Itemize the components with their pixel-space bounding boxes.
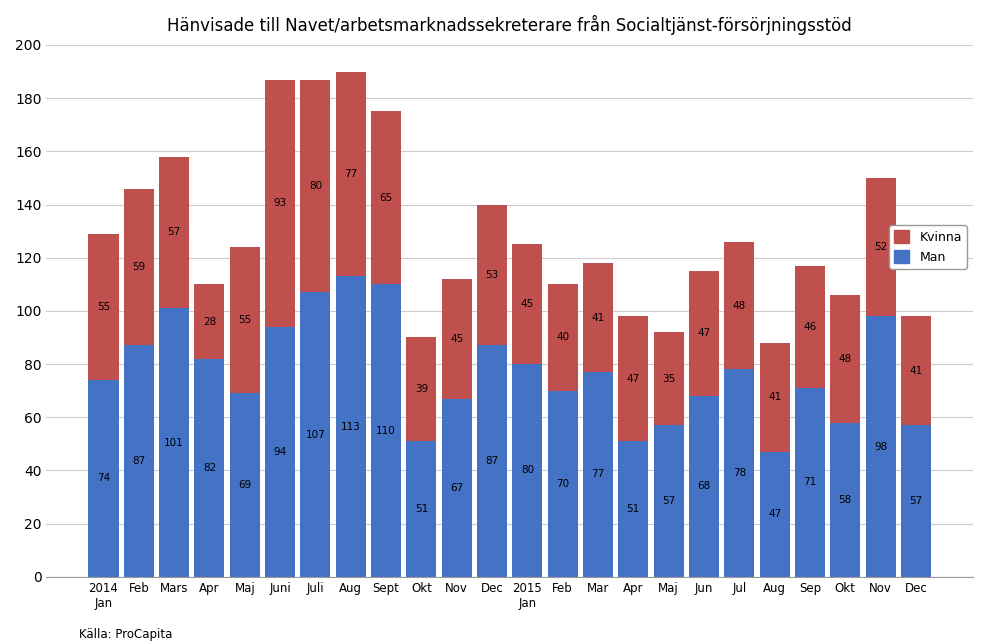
- Bar: [795, 388, 825, 577]
- Bar: [865, 316, 895, 577]
- Text: 47: 47: [626, 374, 640, 384]
- Bar: [830, 422, 861, 577]
- Bar: [760, 343, 789, 452]
- Text: 45: 45: [521, 299, 534, 309]
- Bar: [265, 80, 295, 327]
- Text: 47: 47: [768, 509, 782, 519]
- Bar: [406, 337, 437, 441]
- Bar: [901, 316, 931, 425]
- Text: 94: 94: [274, 447, 287, 457]
- Bar: [195, 284, 224, 359]
- Bar: [89, 380, 119, 577]
- Text: 98: 98: [874, 442, 887, 451]
- Bar: [195, 359, 224, 577]
- Text: 65: 65: [379, 193, 392, 203]
- Bar: [230, 393, 260, 577]
- Text: 57: 57: [662, 496, 675, 506]
- Bar: [724, 370, 754, 577]
- Bar: [760, 452, 789, 577]
- Text: 55: 55: [97, 302, 110, 312]
- Text: 45: 45: [451, 334, 463, 344]
- Text: 47: 47: [698, 328, 710, 339]
- Bar: [336, 71, 366, 276]
- Bar: [230, 247, 260, 393]
- Text: 58: 58: [839, 495, 852, 505]
- Text: Källa: ProCapita: Källa: ProCapita: [79, 627, 173, 641]
- Text: 48: 48: [733, 301, 746, 310]
- Bar: [159, 156, 189, 308]
- Bar: [689, 271, 719, 396]
- Bar: [513, 245, 542, 364]
- Text: 101: 101: [164, 437, 184, 448]
- Legend: Kvinna, Man: Kvinna, Man: [889, 225, 966, 269]
- Bar: [300, 292, 330, 577]
- Text: 48: 48: [839, 354, 852, 364]
- Text: 52: 52: [874, 242, 887, 252]
- Text: 28: 28: [203, 317, 216, 327]
- Bar: [795, 266, 825, 388]
- Text: 82: 82: [203, 463, 216, 473]
- Text: 57: 57: [168, 227, 181, 238]
- Text: 110: 110: [376, 426, 396, 435]
- Bar: [547, 391, 578, 577]
- Bar: [371, 111, 401, 284]
- Text: 113: 113: [341, 422, 361, 431]
- Bar: [477, 345, 507, 577]
- Text: 41: 41: [592, 312, 605, 323]
- Bar: [513, 364, 542, 577]
- Bar: [406, 441, 437, 577]
- Text: 80: 80: [521, 466, 534, 475]
- Text: 77: 77: [592, 469, 605, 479]
- Bar: [865, 178, 895, 316]
- Text: 35: 35: [662, 374, 675, 384]
- Bar: [830, 295, 861, 422]
- Text: 78: 78: [733, 468, 746, 478]
- Text: 59: 59: [132, 262, 145, 272]
- Bar: [583, 263, 613, 372]
- Text: 80: 80: [309, 181, 322, 191]
- Text: 51: 51: [626, 504, 640, 514]
- Bar: [442, 399, 471, 577]
- Bar: [300, 80, 330, 292]
- Text: 87: 87: [132, 456, 145, 466]
- Bar: [89, 234, 119, 380]
- Text: 46: 46: [803, 322, 816, 332]
- Text: 70: 70: [556, 478, 569, 489]
- Title: Hänvisade till Navet/arbetsmarknadssekreterare från Socialtjänst-försörjningsstö: Hänvisade till Navet/arbetsmarknadssekre…: [167, 15, 852, 35]
- Bar: [724, 242, 754, 370]
- Bar: [654, 425, 684, 577]
- Bar: [547, 284, 578, 391]
- Bar: [583, 372, 613, 577]
- Text: 69: 69: [238, 480, 251, 490]
- Text: 57: 57: [909, 496, 923, 506]
- Text: 67: 67: [451, 483, 463, 493]
- Text: 107: 107: [305, 430, 325, 440]
- Text: 93: 93: [274, 198, 287, 208]
- Text: 55: 55: [238, 315, 251, 325]
- Bar: [265, 327, 295, 577]
- Text: 40: 40: [556, 332, 569, 343]
- Bar: [618, 441, 648, 577]
- Text: 77: 77: [344, 169, 358, 179]
- Bar: [159, 308, 189, 577]
- Text: 41: 41: [768, 392, 782, 402]
- Text: 87: 87: [485, 456, 499, 466]
- Text: 71: 71: [803, 477, 816, 488]
- Text: 53: 53: [485, 270, 499, 280]
- Bar: [901, 425, 931, 577]
- Text: 74: 74: [97, 473, 110, 484]
- Text: 39: 39: [415, 384, 428, 394]
- Bar: [442, 279, 471, 399]
- Text: 68: 68: [698, 482, 710, 491]
- Text: 41: 41: [909, 366, 923, 375]
- Bar: [124, 189, 154, 345]
- Bar: [124, 345, 154, 577]
- Bar: [477, 205, 507, 345]
- Text: 51: 51: [415, 504, 428, 514]
- Bar: [336, 276, 366, 577]
- Bar: [689, 396, 719, 577]
- Bar: [654, 332, 684, 425]
- Bar: [371, 284, 401, 577]
- Bar: [618, 316, 648, 441]
